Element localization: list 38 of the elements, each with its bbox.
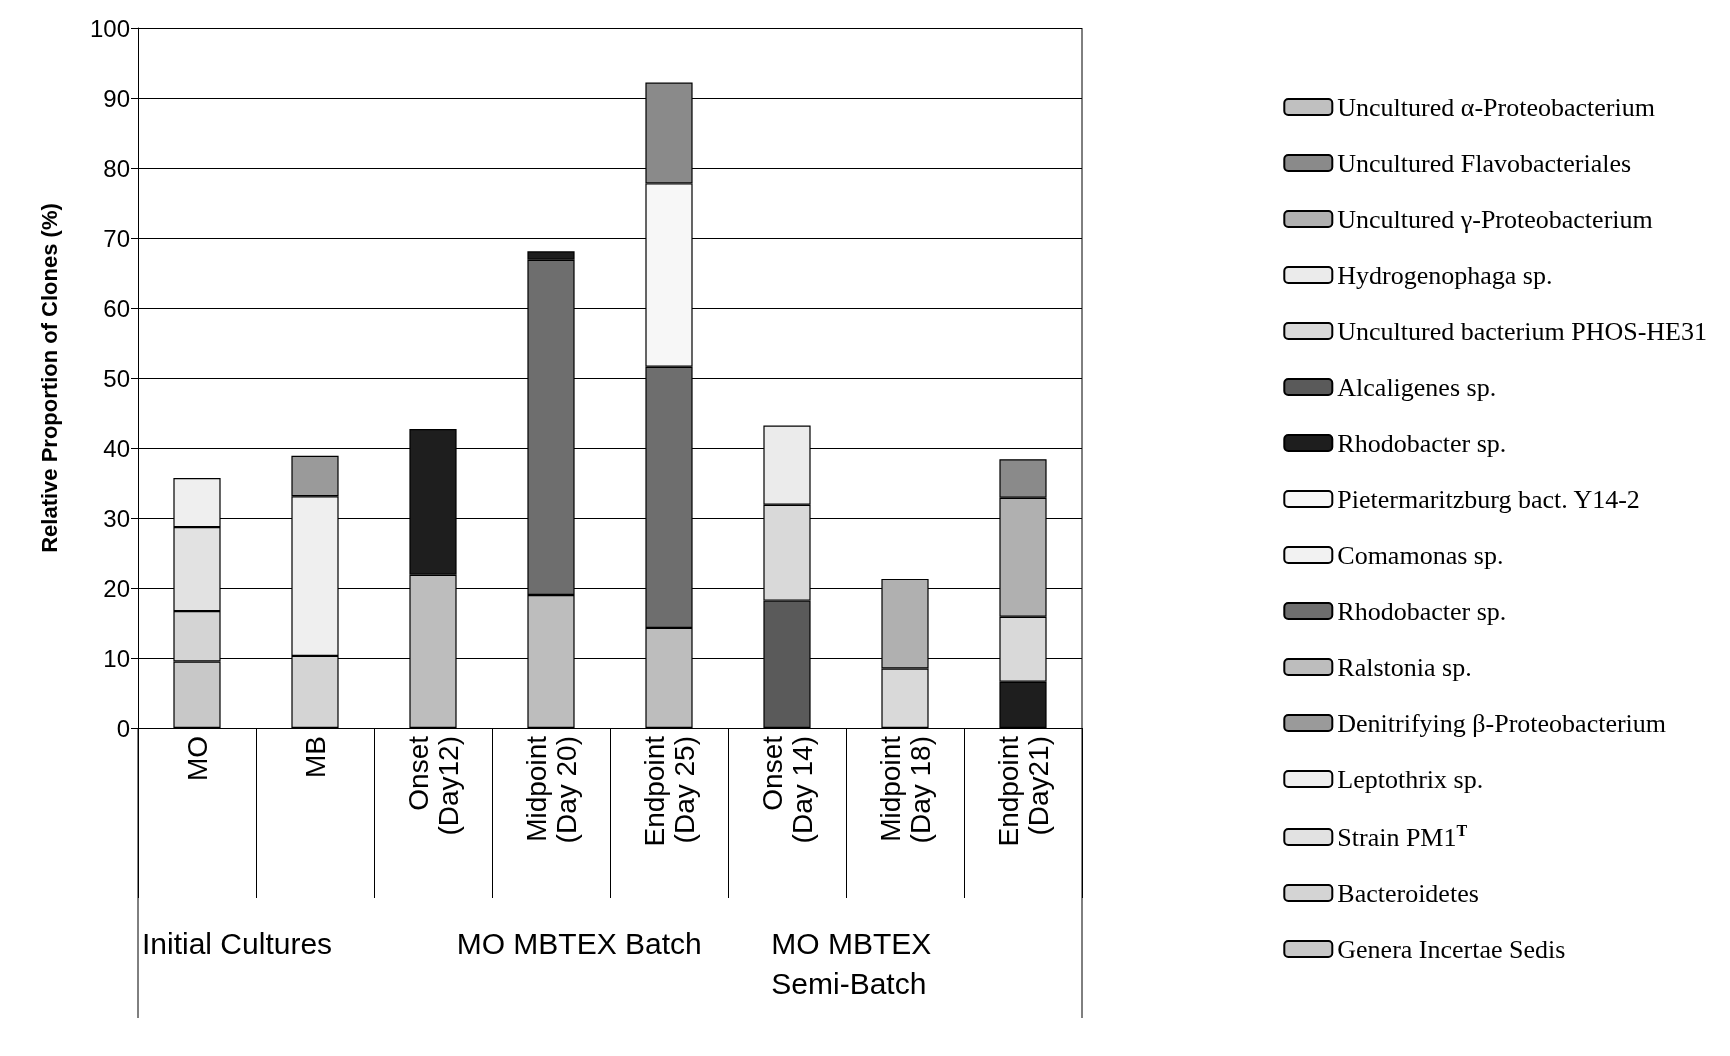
legend-label: Pietermaritzburg bact. Y14-2 <box>1337 484 1640 514</box>
y-tick-label: 40 <box>103 434 130 462</box>
legend-label: Alcaligenes sp. <box>1337 372 1497 402</box>
y-axis-title: Relative Proportion of Clones (%) <box>36 203 62 553</box>
x-tick-label: MO <box>181 736 213 782</box>
legend-label: Uncultured γ-Proteobacterium <box>1337 204 1653 234</box>
legend-label: Genera Incertae Sedis <box>1337 934 1566 964</box>
legend-label: Rhodobacter sp. <box>1337 428 1507 458</box>
legend-label: Ralstonia sp. <box>1337 652 1472 682</box>
y-tick-label: 80 <box>103 154 130 182</box>
text: MO MBTEX Semi-Batch <box>771 926 940 1000</box>
y-tick-label: 20 <box>103 574 130 602</box>
y-tick-label: 50 <box>103 364 130 392</box>
legend-label: Uncultured Flavobacteriales <box>1337 148 1632 178</box>
y-tick-label: 70 <box>103 224 130 252</box>
x-tick-label: Midpoint (Day 20) <box>520 735 582 844</box>
legend-label: Denitrifying β-Proteobacterium <box>1337 708 1667 738</box>
legend-label: Uncultured α-Proteobacterium <box>1337 92 1655 122</box>
x-tick-label: Endpoint (Day 25) <box>638 735 700 847</box>
legend-label: Uncultured bacterium PHOS-HE31 <box>1337 316 1707 346</box>
text: MO MBTEX Batch <box>456 926 702 960</box>
x-tick-label: Endpoint (Day21) <box>992 735 1054 847</box>
legend-label: Hydrogenophaga sp. <box>1337 260 1553 290</box>
y-tick-label: 90 <box>103 84 130 112</box>
y-tick-label: 10 <box>103 644 130 672</box>
x-tick-label: MB <box>299 736 331 778</box>
y-tick-label: 0 <box>116 714 130 742</box>
x-tick-label: Onset (Day12) <box>402 735 464 836</box>
y-tick-label: 30 <box>103 504 130 532</box>
y-tick-label: 100 <box>89 14 130 42</box>
legend-label: Rhodobacter sp. <box>1337 596 1507 626</box>
y-tick-label: 60 <box>103 294 130 322</box>
x-tick-label: Midpoint (Day 18) <box>874 735 936 844</box>
legend-label: Bacteroidetes <box>1337 878 1479 908</box>
legend-label: Comamonas sp. <box>1337 540 1504 570</box>
x-tick-label: Onset (Day 14) <box>756 735 818 844</box>
legend-label: Leptothrix sp. <box>1337 764 1484 794</box>
text: Initial Cultures <box>142 926 333 960</box>
